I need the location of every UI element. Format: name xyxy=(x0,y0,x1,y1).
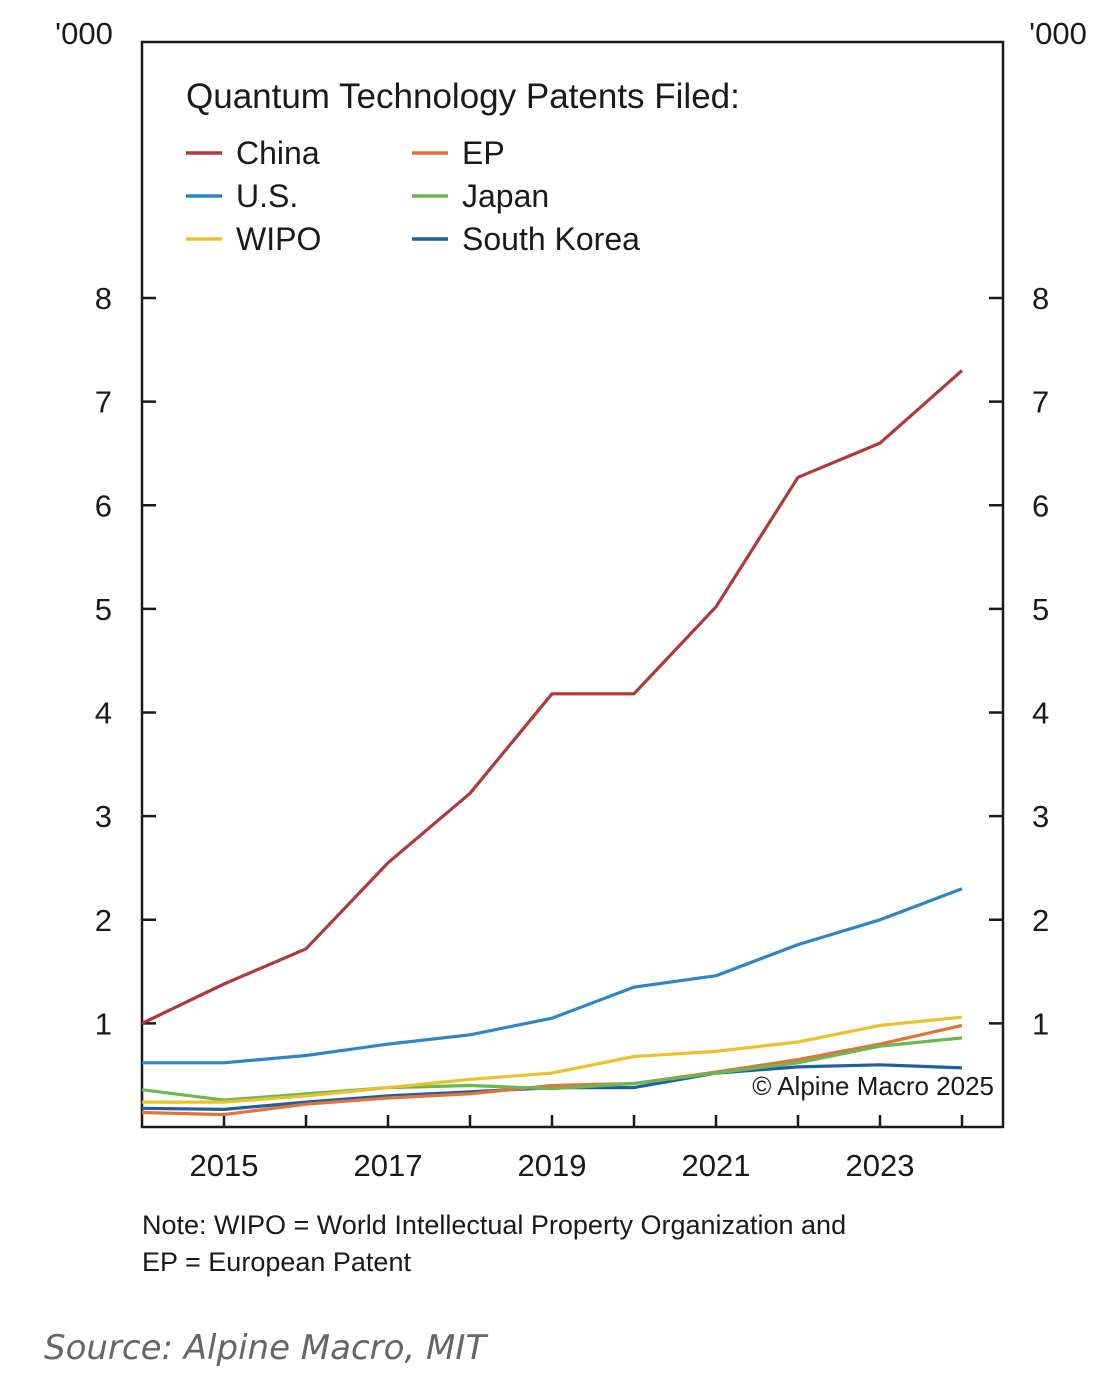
y-tick-label-right: 2 xyxy=(1032,903,1049,938)
x-tick-label: 2023 xyxy=(846,1148,915,1183)
x-axis: 2015 2017 2019 2021 2023 xyxy=(190,1115,964,1183)
chart-legend: China EP U.S. Japan WIPO South Korea xyxy=(186,135,640,257)
source-caption: Source: Alpine Macro, MIT xyxy=(44,1328,487,1368)
y-tick-label-right: 3 xyxy=(1032,799,1049,834)
y-tick-label-right: 5 xyxy=(1032,592,1049,627)
legend-label: Japan xyxy=(462,178,549,214)
y-tick-label-right: 6 xyxy=(1032,488,1049,523)
footnote-line-1: Note: WIPO = World Intellectual Property… xyxy=(142,1210,847,1240)
series-line-japan xyxy=(141,1036,963,1102)
legend-label: WIPO xyxy=(236,221,321,257)
series-line-u-s xyxy=(142,887,963,1065)
y-tick-label-left: 7 xyxy=(95,385,112,420)
x-tick-label: 2021 xyxy=(682,1148,751,1183)
footnote: Note: WIPO = World Intellectual Property… xyxy=(142,1207,1022,1281)
patents-line-chart: 1 2 3 4 5 6 7 8 1 2 3 4 5 6 7 8 2015 2017 2019 2021 2023 '… xyxy=(55,16,1087,1183)
y-tick-label-left: 3 xyxy=(95,799,112,834)
legend-item-south-korea: South Korea xyxy=(412,221,640,257)
y-axis-right: 1 2 3 4 5 6 7 8 xyxy=(989,281,1049,1041)
series-line-ep xyxy=(141,1023,963,1117)
y-tick-label-right: 7 xyxy=(1032,385,1049,420)
y-axis-left: 1 2 3 4 5 6 7 8 xyxy=(95,281,156,1041)
y-tick-label-right: 1 xyxy=(1032,1006,1049,1041)
plot-frame-rect xyxy=(140,40,1005,1129)
legend-label: China xyxy=(236,135,320,171)
y-tick-label-left: 1 xyxy=(95,1006,112,1041)
x-tick-label: 2015 xyxy=(190,1148,259,1183)
footnote-line-2: EP = European Patent xyxy=(142,1247,411,1277)
legend-label: EP xyxy=(462,135,505,171)
y-tick-label-right: 4 xyxy=(1032,696,1049,731)
series-line-wipo xyxy=(142,1015,963,1104)
chart-title: Quantum Technology Patents Filed: xyxy=(186,77,740,116)
y-tick-label-left: 8 xyxy=(95,281,112,316)
y-tick-label-right: 8 xyxy=(1032,281,1049,316)
y-axis-left-unit: '000 xyxy=(55,16,113,51)
legend-item-u-s: U.S. xyxy=(186,178,298,214)
legend-label: U.S. xyxy=(236,178,298,214)
series-line-china xyxy=(141,369,964,1025)
x-tick-label: 2019 xyxy=(518,1148,587,1183)
y-tick-label-left: 5 xyxy=(95,592,112,627)
y-tick-label-left: 2 xyxy=(95,903,112,938)
y-tick-label-left: 4 xyxy=(95,696,112,731)
x-tick-label: 2017 xyxy=(354,1148,423,1183)
legend-item-ep: EP xyxy=(412,135,505,171)
y-tick-label-left: 6 xyxy=(95,488,112,523)
plot-frame xyxy=(140,40,1005,1129)
legend-item-wipo: WIPO xyxy=(186,221,321,257)
legend-item-china: China xyxy=(186,135,320,171)
legend-item-japan: Japan xyxy=(412,178,549,214)
legend-label: South Korea xyxy=(462,221,640,257)
series-lines xyxy=(141,369,964,1117)
copyright-annotation: © Alpine Macro 2025 xyxy=(752,1071,994,1101)
y-axis-right-unit: '000 xyxy=(1029,16,1087,51)
